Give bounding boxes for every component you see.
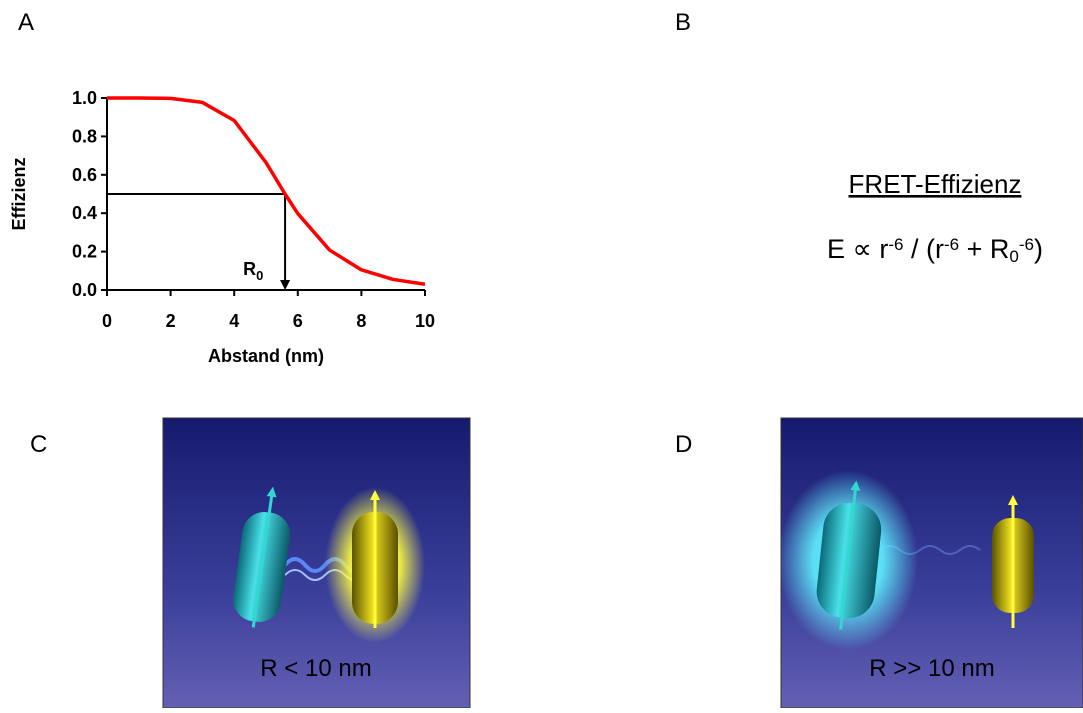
formula-part: -6 [888, 235, 903, 254]
x-tick-label: 10 [415, 311, 435, 331]
annotation-label: R0 [243, 259, 263, 283]
caption: R < 10 nm [260, 655, 371, 682]
y-tick-label: 0.0 [72, 280, 97, 300]
annotation-text: R [243, 259, 256, 279]
annotation-subscript: 0 [256, 268, 263, 283]
formula: E ∝ r-6 / (r-6 + R0-6) [827, 234, 1043, 266]
panel-label: C [30, 431, 47, 458]
chart: 0.0 0.2 0.4 0.6 0.8 1.0 0 2 4 6 8 10 Abstand (nm) Eff… [9, 88, 435, 366]
arrow-head [280, 280, 290, 290]
x-tick-label: 8 [356, 311, 366, 331]
formula-part: 0 [1009, 247, 1018, 266]
panel-label: B [675, 9, 691, 36]
panel-label: A [18, 9, 34, 36]
y-tick-label: 1.0 [72, 88, 97, 108]
formula-part: ) [1034, 234, 1043, 264]
x-tick-label: 4 [229, 311, 239, 331]
figure: A B C D 0.0 0.2 0.4 0.6 0.8 1.0 0 2 4 6 8 10 Abstand… [0, 0, 1083, 708]
x-axis-title: Abstand (nm) [208, 346, 324, 366]
panel-label: D [675, 431, 692, 458]
formula-part: -6 [944, 235, 959, 254]
formula-part: / (r [903, 234, 944, 264]
y-tick-label: 0.4 [72, 203, 97, 223]
illustration: R < 10 nm [163, 418, 470, 708]
x-tick-label: 0 [102, 311, 112, 331]
x-tick-label: 2 [166, 311, 176, 331]
data-line [107, 98, 425, 284]
y-axis-title: Effizienz [9, 157, 29, 230]
formula-part: -6 [1019, 235, 1034, 254]
y-tick-label: 0.6 [72, 165, 97, 185]
y-tick-label: 0.2 [72, 242, 97, 262]
formula-part: + R [959, 234, 1009, 264]
y-tick-label: 0.8 [72, 126, 97, 146]
x-tick-label: 6 [293, 311, 303, 331]
illustration: R >> 10 nm [778, 418, 1083, 708]
formula-part: E ∝ r [827, 234, 888, 264]
formula-title: FRET-Effizienz [849, 169, 1022, 199]
caption: R >> 10 nm [869, 655, 994, 682]
